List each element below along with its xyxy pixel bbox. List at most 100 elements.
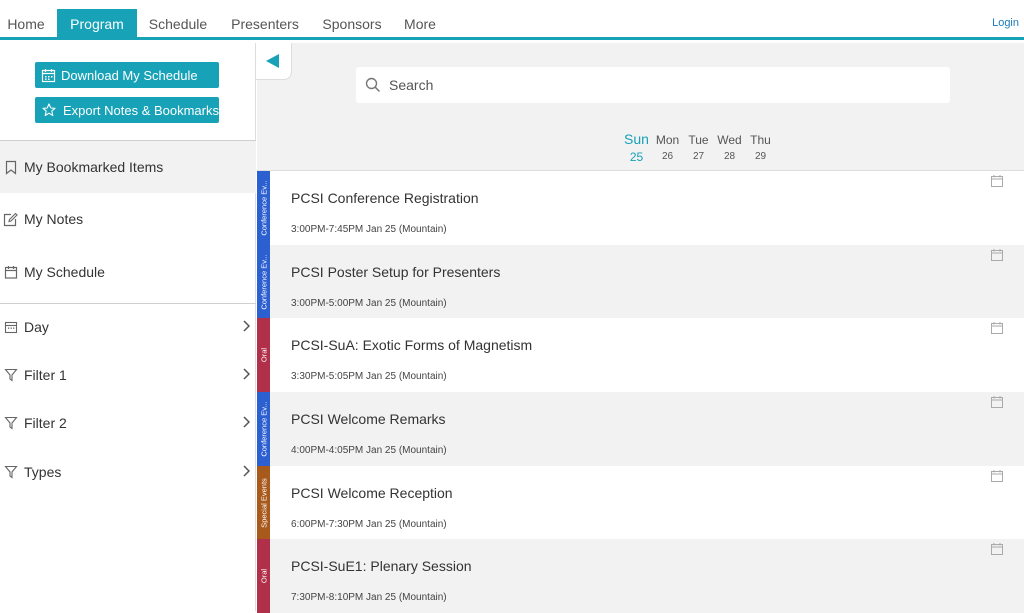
search-icon — [365, 77, 381, 93]
day-selector: Sun 25 Mon 26 Tue 27 Wed 28 Thu 29 — [621, 131, 776, 164]
search-box — [356, 67, 950, 103]
event-title: PCSI Conference Registration — [291, 190, 479, 206]
calendar-icon — [0, 320, 24, 334]
event-type-label: Conference Ev... — [259, 253, 268, 310]
add-to-schedule-icon[interactable] — [991, 322, 1003, 335]
event-type-tag: Special Events — [257, 465, 270, 540]
event-title: PCSI Welcome Remarks — [291, 411, 446, 428]
filter-label: Filter 1 — [24, 367, 67, 383]
event-time: 7:30PM-8:10PM Jan 25 (Mountain) — [291, 592, 447, 604]
tab-sponsors[interactable]: Sponsors — [322, 16, 382, 32]
sidebar-item-bookmarked[interactable]: My Bookmarked Items — [0, 141, 256, 193]
event-item[interactable]: Conference Ev... PCSI Poster Setup for P… — [257, 244, 1024, 319]
event-time: 3:00PM-7:45PM Jan 25 (Mountain) — [291, 224, 447, 235]
event-time: 6:00PM-7:30PM Jan 25 (Mountain) — [291, 518, 447, 530]
event-list: Conference Ev... PCSI Conference Registr… — [257, 170, 1024, 613]
download-schedule-label: Download My Schedule — [61, 67, 198, 83]
event-type-label: Conference Ev... — [259, 180, 268, 236]
divider — [0, 303, 256, 304]
filter-day[interactable]: Day — [0, 302, 256, 352]
event-item[interactable]: Conference Ev... PCSI Welcome Remarks 4:… — [257, 392, 1024, 466]
collapse-sidebar-button[interactable] — [256, 43, 292, 80]
event-title: PCSI Poster Setup for Presenters — [291, 263, 501, 280]
add-to-schedule-icon[interactable] — [991, 543, 1003, 556]
event-type-tag: Oral — [257, 539, 270, 613]
day-name: Wed — [717, 133, 742, 147]
tab-schedule[interactable]: Schedule — [148, 16, 208, 32]
event-title: PCSI Welcome Reception — [291, 484, 453, 501]
event-type-tag: Conference Ev... — [257, 392, 270, 466]
day-date: 28 — [723, 151, 736, 162]
download-schedule-button[interactable]: Download My Schedule — [35, 62, 219, 88]
event-time: 3:30PM-5:05PM Jan 25 (Mountain) — [291, 371, 447, 383]
filter-label: Types — [24, 464, 62, 480]
filter-2[interactable]: Filter 2 — [0, 398, 256, 448]
day-thu[interactable]: Thu 29 — [745, 133, 776, 164]
event-item[interactable]: Oral PCSI-SuA: Exotic Forms of Magnetism… — [257, 318, 1024, 393]
filter-icon — [0, 465, 24, 479]
event-type-label: Oral — [259, 348, 268, 363]
bookmark-icon — [0, 160, 24, 175]
day-date: 25 — [629, 150, 644, 164]
main-content: Sun 25 Mon 26 Tue 27 Wed 28 Thu 29 Confe… — [257, 43, 1024, 613]
chevron-right-icon — [242, 367, 251, 383]
day-sun[interactable]: Sun 25 — [621, 131, 652, 164]
tab-home[interactable]: Home — [7, 16, 45, 32]
event-title: PCSI-SuA: Exotic Forms of Magnetism — [291, 337, 533, 354]
caret-left-icon — [266, 54, 279, 68]
login-link[interactable]: Login — [992, 17, 1019, 29]
event-type-tag: Conference Ev... — [257, 171, 270, 245]
sidebar-item-label: My Schedule — [24, 264, 105, 280]
day-wed[interactable]: Wed 28 — [714, 133, 745, 164]
day-date: 27 — [692, 151, 705, 162]
divider — [0, 140, 256, 141]
export-notes-button[interactable]: Export Notes & Bookmarks — [35, 97, 219, 123]
tab-presenters[interactable]: Presenters — [231, 16, 299, 32]
day-date: 29 — [754, 151, 767, 162]
add-to-schedule-icon[interactable] — [991, 469, 1003, 482]
edit-icon — [0, 212, 24, 227]
add-to-schedule-icon[interactable] — [991, 396, 1003, 409]
chevron-right-icon — [242, 319, 251, 335]
sidebar: Download My Schedule Export Notes & Book… — [0, 43, 256, 611]
filter-label: Day — [24, 319, 49, 335]
day-name: Sun — [624, 131, 649, 147]
event-item[interactable]: Special Events PCSI Welcome Reception 6:… — [257, 465, 1024, 540]
filter-types[interactable]: Types — [0, 447, 256, 497]
event-time: 3:00PM-5:00PM Jan 25 (Mountain) — [291, 297, 447, 309]
day-mon[interactable]: Mon 26 — [652, 133, 683, 164]
day-tue[interactable]: Tue 27 — [683, 133, 714, 164]
filter-1[interactable]: Filter 1 — [0, 350, 256, 400]
event-type-label: Conference Ev... — [259, 401, 268, 457]
calendar-icon — [35, 68, 61, 83]
add-to-schedule-icon[interactable] — [991, 248, 1003, 261]
chevron-right-icon — [242, 464, 251, 480]
calendar-icon — [0, 265, 24, 279]
filter-icon — [0, 416, 24, 430]
event-type-tag: Conference Ev... — [257, 244, 270, 319]
sidebar-item-label: My Bookmarked Items — [24, 159, 164, 175]
tab-more[interactable]: More — [404, 16, 436, 32]
day-name: Tue — [688, 133, 709, 147]
event-item[interactable]: Oral PCSI-SuE1: Plenary Session 7:30PM-8… — [257, 539, 1024, 613]
chevron-right-icon — [242, 415, 251, 431]
event-item[interactable]: Conference Ev... PCSI Conference Registr… — [257, 171, 1024, 245]
add-to-schedule-icon[interactable] — [991, 175, 1003, 187]
event-time: 4:00PM-4:05PM Jan 25 (Mountain) — [291, 445, 447, 457]
sidebar-item-schedule[interactable]: My Schedule — [0, 246, 256, 298]
sidebar-item-notes[interactable]: My Notes — [0, 193, 256, 245]
star-icon — [35, 103, 63, 117]
day-name: Thu — [750, 133, 771, 147]
sidebar-item-label: My Notes — [24, 211, 84, 227]
event-title: PCSI-SuE1: Plenary Session — [291, 558, 472, 575]
event-type-label: Special Events — [259, 477, 268, 528]
top-nav: Home Program Schedule Presenters Sponsor… — [0, 0, 1024, 40]
filter-icon — [0, 368, 24, 382]
day-date: 26 — [661, 151, 674, 162]
tab-program[interactable]: Program — [57, 9, 137, 40]
search-input[interactable] — [389, 67, 939, 103]
event-type-tag: Oral — [257, 318, 270, 393]
day-name: Mon — [655, 133, 680, 147]
filter-label: Filter 2 — [24, 415, 67, 431]
export-notes-label: Export Notes & Bookmarks — [62, 102, 219, 118]
